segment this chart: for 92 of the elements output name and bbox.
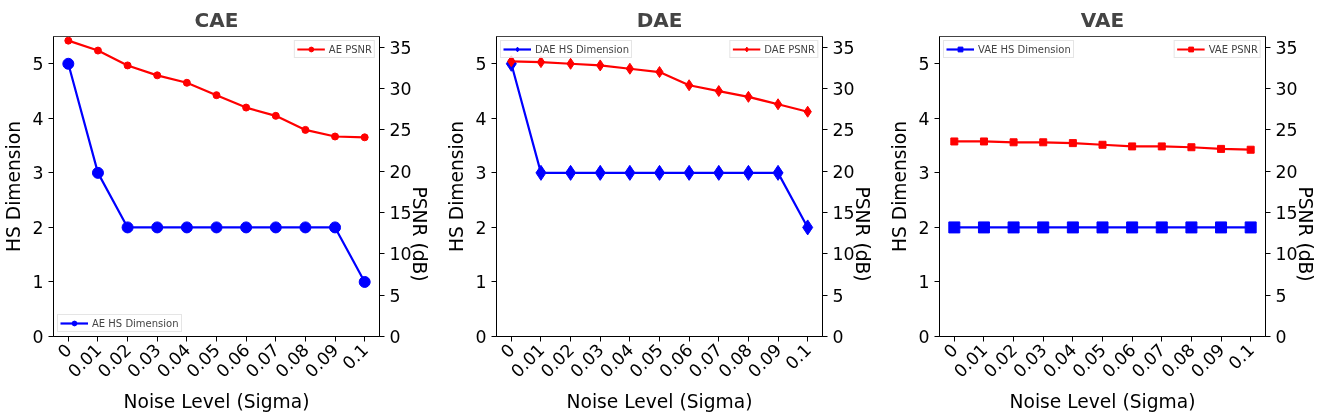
point <box>123 61 132 70</box>
point <box>773 98 783 111</box>
chart-title: CAE <box>194 7 239 32</box>
point <box>684 79 694 92</box>
y-tick-label: 2 <box>475 217 487 238</box>
x-tick-label: 0.1 <box>338 339 373 374</box>
point <box>772 164 784 181</box>
point <box>180 221 193 234</box>
y-tick-label: 2 <box>32 217 44 238</box>
point <box>535 164 547 181</box>
x-tick-label: 0 <box>53 339 76 362</box>
y-tick-label: 5 <box>918 54 930 75</box>
y2-tick-label: 20 <box>389 161 412 182</box>
legend-label: DAE HS Dimension <box>535 43 630 55</box>
chart-title: VAE <box>1080 7 1125 32</box>
x-tick-label: 0.1 <box>1224 339 1259 374</box>
point <box>713 164 725 181</box>
point <box>91 166 104 179</box>
point <box>212 91 221 100</box>
y-tick-label: 3 <box>475 163 487 184</box>
point <box>536 56 546 69</box>
point <box>271 111 280 120</box>
point <box>624 164 636 181</box>
point <box>62 57 75 70</box>
y-tick-label: 1 <box>32 272 44 293</box>
y-tick-label: 3 <box>32 163 44 184</box>
y-axis-title: HS Dimension <box>889 121 911 252</box>
y-tick-label: 4 <box>918 108 930 129</box>
legend-label: DAE PSNR <box>764 43 815 55</box>
point <box>151 221 164 234</box>
y-axis-title: HS Dimension <box>3 121 25 252</box>
y2-axis-title: PSNR (dB) <box>1295 186 1317 282</box>
point <box>802 219 814 236</box>
legend-label: VAE HS Dimension <box>978 43 1071 55</box>
y-tick-label: 1 <box>475 272 487 293</box>
x-axis-title: Noise Level (Sigma) <box>566 390 753 412</box>
y2-tick-label: 25 <box>832 120 855 141</box>
point <box>242 103 251 112</box>
point <box>64 36 73 45</box>
x-axis-title: Noise Level (Sigma) <box>123 390 310 412</box>
y2-tick-label: 25 <box>389 120 412 141</box>
x-axis-title: Noise Level (Sigma) <box>1009 390 1196 412</box>
point <box>360 133 369 142</box>
point <box>625 62 635 75</box>
x-tick-label: 0 <box>496 339 519 362</box>
point <box>269 221 282 234</box>
point <box>240 221 253 234</box>
y2-tick-label: 15 <box>389 203 412 224</box>
y-tick-label: 3 <box>918 163 930 184</box>
y-tick-label: 5 <box>475 54 487 75</box>
y2-tick-label: 30 <box>832 79 855 100</box>
y2-tick-label: 15 <box>832 203 855 224</box>
point <box>331 132 340 141</box>
point <box>358 275 371 288</box>
point <box>683 164 695 181</box>
y2-axis-title: PSNR (dB) <box>852 186 874 282</box>
y2-tick-label: 5 <box>389 285 401 306</box>
y-tick-label: 5 <box>32 54 44 75</box>
y2-tick-label: 5 <box>832 285 844 306</box>
point <box>299 221 312 234</box>
y-tick-label: 4 <box>32 108 44 129</box>
point <box>210 221 223 234</box>
legend-label: AE PSNR <box>328 43 372 55</box>
point <box>565 164 577 181</box>
y2-tick-label: 20 <box>1275 161 1298 182</box>
point <box>329 221 342 234</box>
point <box>182 78 191 87</box>
point <box>594 164 606 181</box>
y2-axis-title: PSNR (dB) <box>409 186 431 282</box>
y-tick-label: 1 <box>918 272 930 293</box>
x-tick-label: 0 <box>939 339 962 362</box>
legend-label: AE HS Dimension <box>92 317 179 329</box>
y-axis-title: HS Dimension <box>446 121 468 252</box>
point <box>93 46 102 55</box>
y2-tick-label: 20 <box>832 161 855 182</box>
point <box>301 125 310 134</box>
point <box>742 164 754 181</box>
point <box>121 221 134 234</box>
x-tick-label: 0.1 <box>781 339 816 374</box>
y-tick-label: 4 <box>475 108 487 129</box>
y-tick-label: 2 <box>918 217 930 238</box>
y2-tick-label: 15 <box>1275 203 1298 224</box>
legend-label: VAE PSNR <box>1208 43 1258 55</box>
y2-tick-label: 35 <box>832 37 855 58</box>
y2-tick-label: 35 <box>389 37 412 58</box>
y2-tick-label: 25 <box>1275 120 1298 141</box>
y2-tick-label: 30 <box>389 79 412 100</box>
point <box>153 71 162 80</box>
y2-tick-label: 35 <box>1275 37 1298 58</box>
chart-title: DAE <box>636 7 683 32</box>
y2-tick-label: 30 <box>1275 79 1298 100</box>
y2-tick-label: 5 <box>1275 285 1287 306</box>
